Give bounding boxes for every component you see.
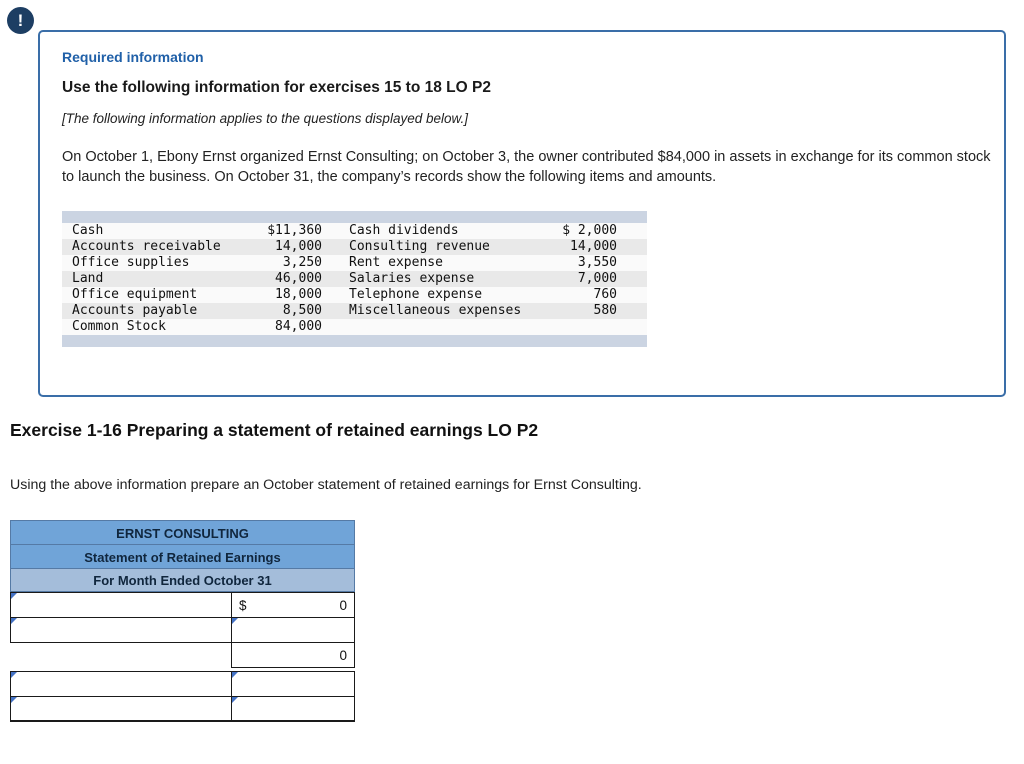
statement-total-amount-input[interactable] — [231, 696, 355, 722]
worksheet-period-title: For Month Ended October 31 — [10, 568, 355, 592]
cell-marker-icon — [232, 672, 238, 678]
table-row: Office equipment 18,000 Telephone expens… — [62, 287, 647, 303]
exercise-instruction: Using the above information prepare an O… — [10, 477, 642, 493]
account-amount: $11,360 — [267, 223, 322, 238]
cell-marker-icon — [11, 672, 17, 678]
worksheet-row — [10, 696, 355, 722]
account-name: Common Stock — [72, 319, 166, 334]
cell-marker-icon — [11, 618, 17, 624]
account-name: Accounts payable — [72, 303, 198, 318]
exercise-heading: Exercise 1-16 Preparing a statement of r… — [10, 420, 539, 440]
worksheet-row: 0 — [10, 642, 355, 668]
statement-label-input[interactable] — [10, 592, 232, 618]
account-amount: 3,250 — [282, 255, 322, 270]
table-bottom-band — [62, 335, 647, 347]
account-amount: 14,000 — [275, 239, 322, 254]
required-info-box: Required information Use the following i… — [38, 30, 1006, 397]
worksheet-row — [10, 617, 355, 643]
info-title: Use the following information for exerci… — [62, 79, 491, 96]
cell-marker-icon — [11, 593, 17, 599]
statement-amount-input[interactable]: $ 0 — [231, 592, 355, 618]
account-amount: 84,000 — [275, 319, 322, 334]
amount-value: 0 — [339, 597, 347, 613]
worksheet-row: $ 0 — [10, 592, 355, 618]
account-amount: 580 — [593, 303, 617, 318]
worksheet-statement-title: Statement of Retained Earnings — [10, 544, 355, 569]
account-name: Telephone expense — [349, 287, 483, 302]
cell-marker-icon — [11, 697, 17, 703]
account-name: Office equipment — [72, 287, 198, 302]
account-name: Cash dividends — [349, 223, 459, 238]
table-row: Accounts receivable 14,000 Consulting re… — [62, 239, 647, 255]
table-top-band — [62, 211, 647, 223]
account-name: Rent expense — [349, 255, 443, 270]
table-row: Land 46,000 Salaries expense 7,000 — [62, 271, 647, 287]
account-name: Land — [72, 271, 104, 286]
amount-value: 0 — [339, 647, 347, 663]
cell-marker-icon — [232, 618, 238, 624]
alert-exclamation-icon: ! — [7, 7, 34, 34]
account-amount: 18,000 — [275, 287, 322, 302]
retained-earnings-worksheet: ERNST CONSULTING Statement of Retained E… — [10, 520, 355, 722]
required-info-label: Required information — [62, 49, 204, 65]
worksheet-company-title: ERNST CONSULTING — [10, 520, 355, 545]
account-name: Accounts receivable — [72, 239, 221, 254]
table-row: Cash $11,360 Cash dividends $ 2,000 — [62, 223, 647, 239]
table-row: Common Stock 84,000 — [62, 319, 647, 335]
account-name: Office supplies — [72, 255, 190, 270]
account-amount: $ 2,000 — [562, 223, 617, 238]
statement-amount-input[interactable] — [231, 671, 355, 697]
account-name — [322, 319, 562, 335]
account-amount: 7,000 — [577, 271, 617, 286]
account-amount: 760 — [593, 287, 617, 302]
accounts-table-rows: Cash $11,360 Cash dividends $ 2,000 Acco… — [62, 223, 647, 335]
blank-area — [10, 642, 232, 668]
account-name: Salaries expense — [349, 271, 475, 286]
info-paragraph: On October 1, Ebony Ernst organized Erns… — [62, 149, 991, 185]
dollar-sign: $ — [239, 597, 247, 613]
statement-label-input[interactable] — [10, 617, 232, 643]
account-amount: 46,000 — [275, 271, 322, 286]
account-amount: 14,000 — [570, 239, 617, 254]
account-name: Cash — [72, 223, 104, 238]
statement-label-input[interactable] — [10, 696, 232, 722]
accounts-table: Cash $11,360 Cash dividends $ 2,000 Acco… — [62, 211, 647, 347]
account-name: Consulting revenue — [349, 239, 490, 254]
table-row: Accounts payable 8,500 Miscellaneous exp… — [62, 303, 647, 319]
account-amount: 8,500 — [282, 303, 322, 318]
account-amount: 3,550 — [577, 255, 617, 270]
account-amount — [562, 319, 617, 335]
statement-subtotal-amount[interactable]: 0 — [231, 642, 355, 668]
statement-amount-input[interactable] — [231, 617, 355, 643]
table-row: Office supplies 3,250 Rent expense 3,550 — [62, 255, 647, 271]
cell-marker-icon — [232, 697, 238, 703]
info-note: [The following information applies to th… — [62, 111, 468, 126]
statement-label-input[interactable] — [10, 671, 232, 697]
account-name: Miscellaneous expenses — [349, 303, 522, 318]
worksheet-row — [10, 671, 355, 697]
